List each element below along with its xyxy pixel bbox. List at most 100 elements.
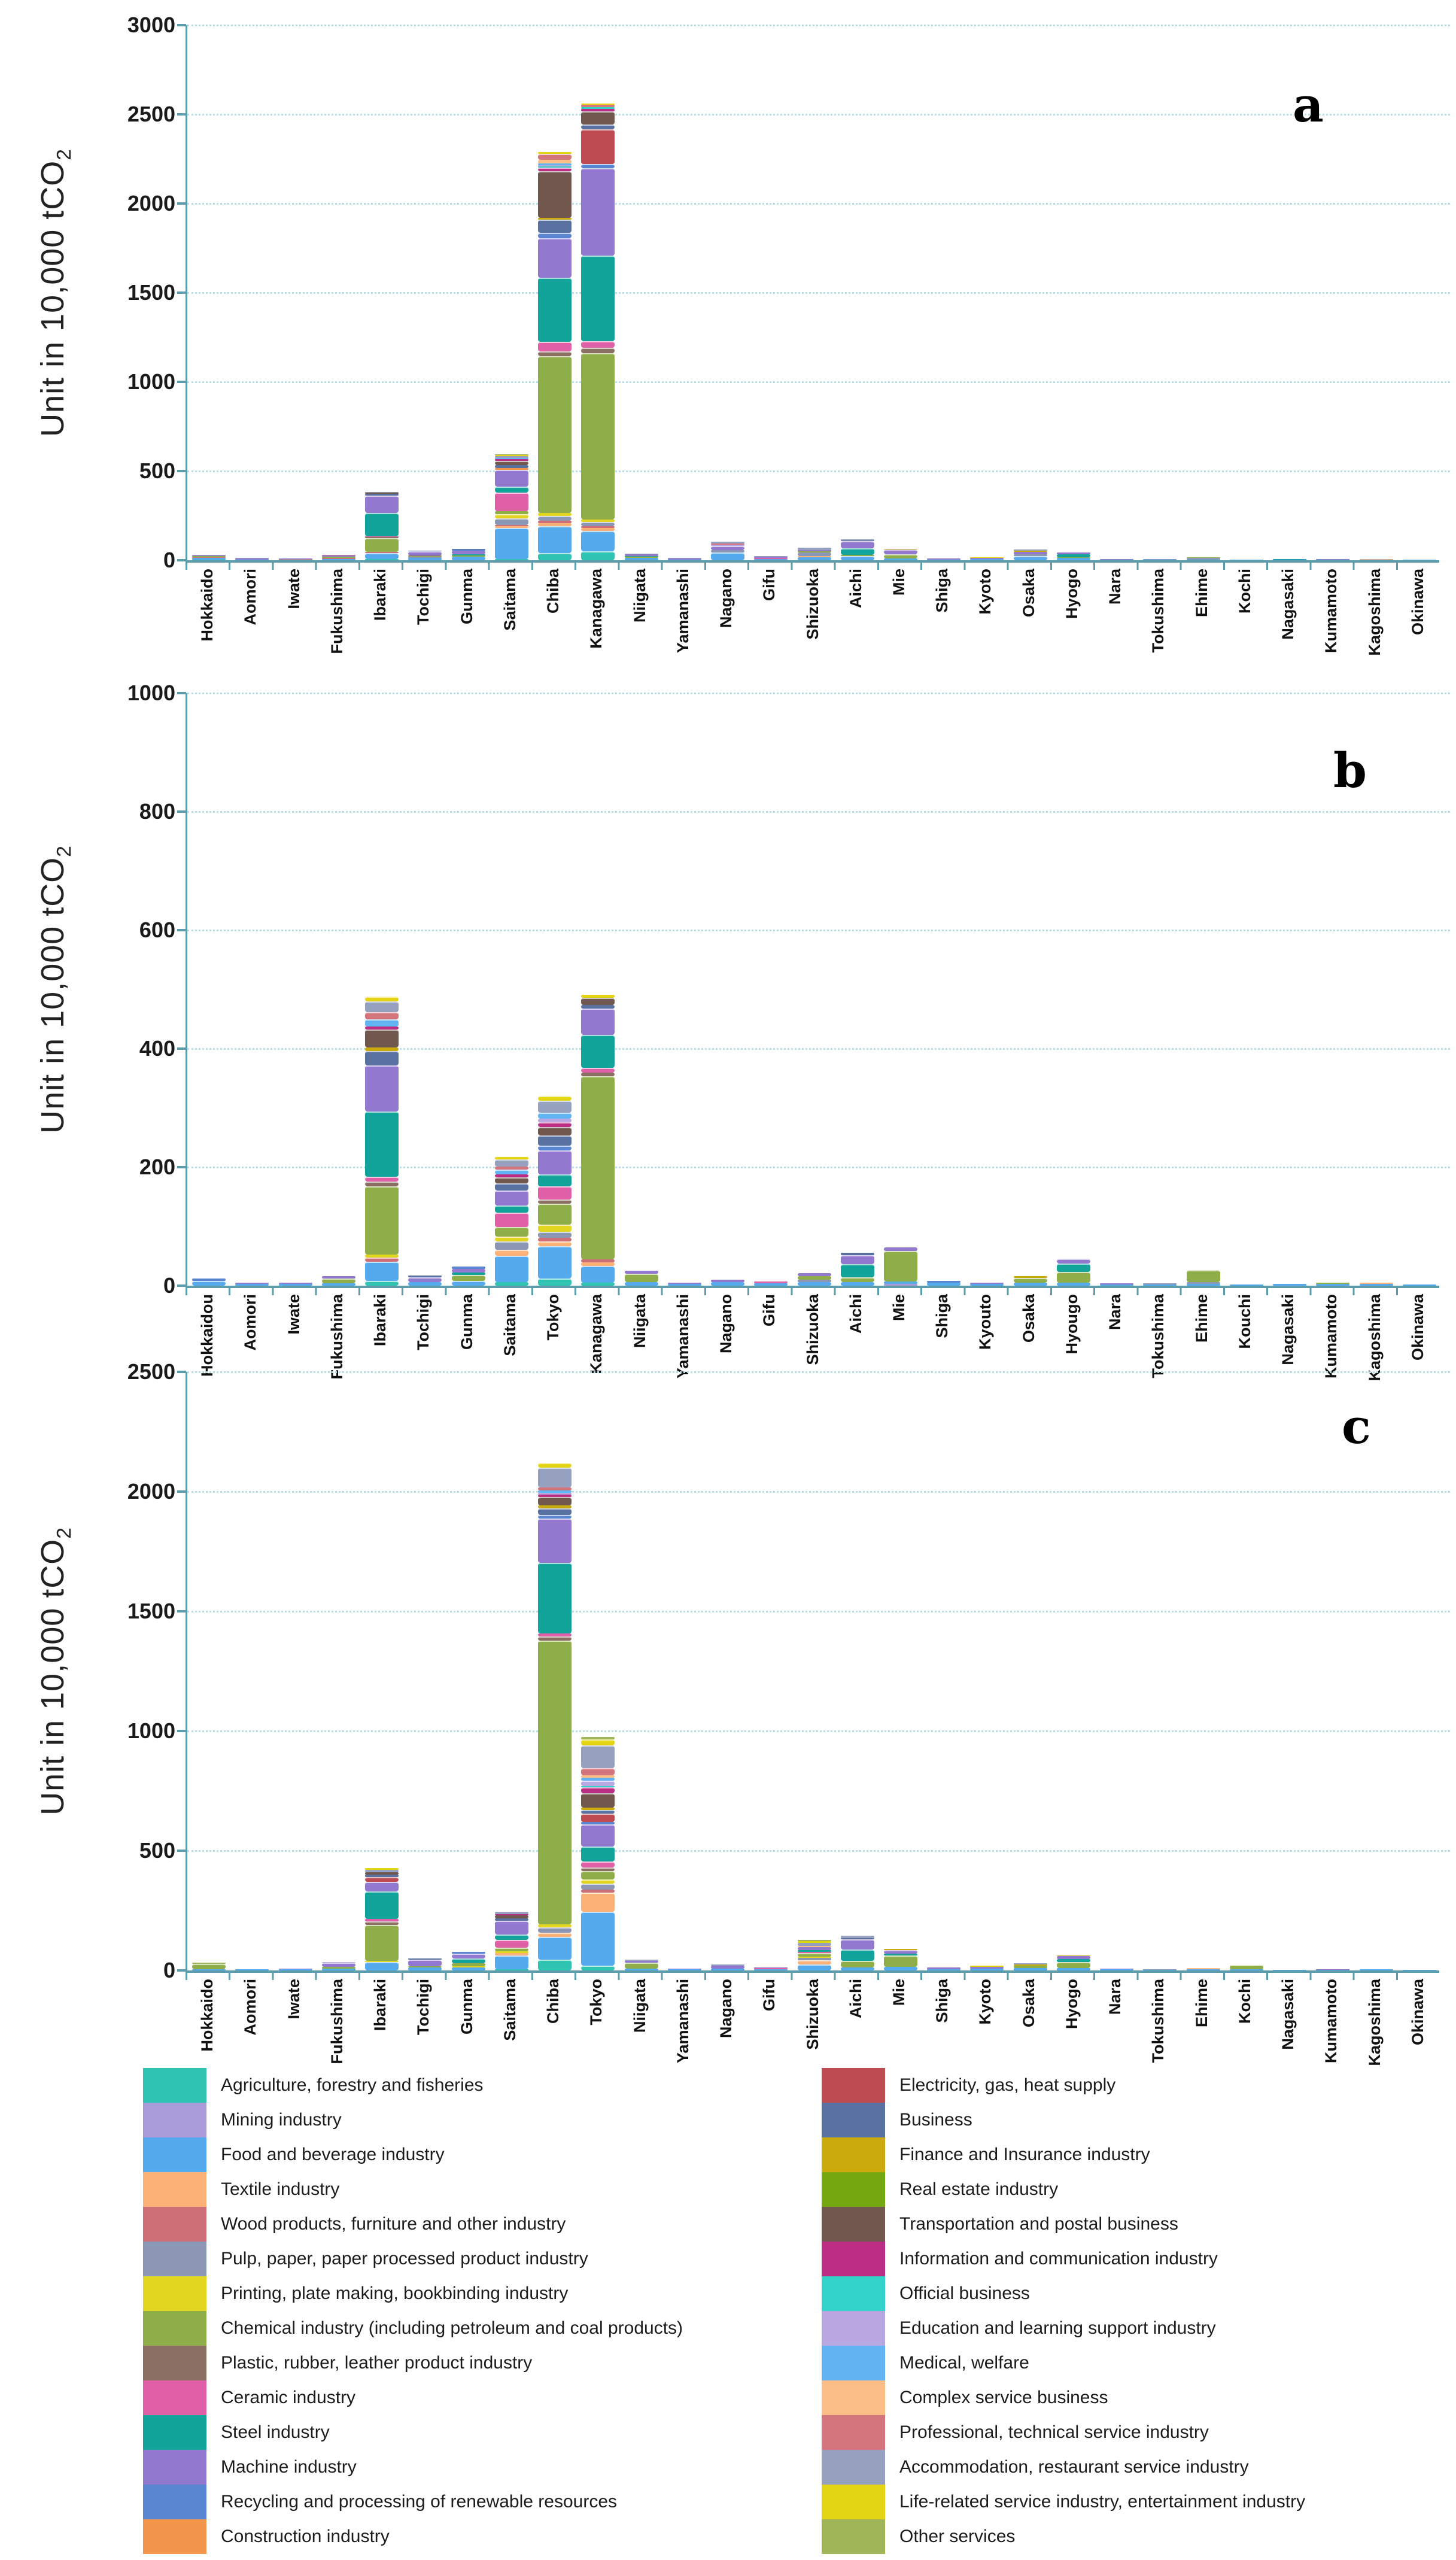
bar-segment <box>408 1282 442 1286</box>
bar-segment <box>408 1959 442 1966</box>
bar-segment <box>581 1890 615 1893</box>
legend-column-left: Agriculture, forestry and fisheries Minin… <box>143 2068 683 2554</box>
legend-swatch <box>822 2172 885 2207</box>
bar-segment <box>451 1267 485 1270</box>
bar-segment <box>538 1515 572 1519</box>
bar-segment <box>797 1280 831 1283</box>
bar-hyougo <box>1056 1259 1090 1286</box>
x-tick-label-kumamoto: Kumamoto <box>1322 1979 1341 2063</box>
bar-segment <box>451 554 485 556</box>
y-tick-mark <box>177 1047 186 1050</box>
bar-yamanashi <box>667 1968 701 1970</box>
legend-swatch <box>822 2311 885 2346</box>
bar-segment <box>667 1284 701 1286</box>
legend-label: Recycling and processing of renewable re… <box>221 2492 618 2512</box>
bar-segment <box>581 995 615 998</box>
bar-kouchi <box>1229 1284 1263 1286</box>
bar-segment <box>1056 1283 1090 1286</box>
legend-item: Steel industry <box>143 2415 683 2450</box>
bar-segment <box>797 1276 831 1280</box>
legend-swatch <box>822 2137 885 2172</box>
bar-segment <box>1359 558 1393 560</box>
legend-item: Mining industry <box>143 2103 683 2137</box>
legend-item: Printing, plate making, bookbinding indu… <box>143 2276 683 2311</box>
bar-segment <box>581 168 615 256</box>
bar-chiba <box>538 1462 572 1970</box>
bar-segment <box>1100 1283 1134 1285</box>
legend-swatch <box>822 2068 885 2103</box>
bar-ibaraki <box>365 1868 399 1970</box>
bar-segment <box>840 540 874 541</box>
gridline-y1500 <box>187 1611 1450 1612</box>
bar-segment <box>581 1283 615 1286</box>
bar-segment <box>408 1276 442 1278</box>
bar-nagasaki <box>1273 559 1307 560</box>
bar-segment <box>1359 1284 1393 1286</box>
bar-saitama <box>494 1157 528 1286</box>
bar-segment <box>581 1814 615 1823</box>
bar-segment <box>278 559 312 560</box>
bar-segment <box>494 1912 528 1914</box>
bar-segment <box>581 1912 615 1966</box>
bar-segment <box>235 1969 269 1970</box>
legend-label: Transportation and postal business <box>899 2214 1178 2234</box>
bar-segment <box>451 550 485 554</box>
bar-ehime <box>1186 1968 1220 1970</box>
bar-segment <box>365 1065 399 1112</box>
bar-segment <box>970 557 1004 558</box>
bar-segment <box>494 458 528 460</box>
bar-segment <box>1229 1284 1263 1286</box>
bar-segment <box>1013 1276 1047 1279</box>
bar-segment <box>538 1118 572 1122</box>
bar-segment <box>581 111 615 125</box>
bar-segment <box>494 1952 528 1955</box>
bar-segment <box>581 1067 615 1073</box>
bar-segment <box>321 1276 355 1279</box>
bar-segment <box>711 545 745 551</box>
bar-gifu <box>754 1967 788 1970</box>
plot-area-c: 0 500 1000 1500 2000 2500 <box>127 1359 1450 1982</box>
legend-label: Chemical industry (including petroleum a… <box>221 2318 683 2338</box>
bar-aichi <box>840 539 874 560</box>
bar-segment <box>581 1035 615 1068</box>
bar-segment <box>538 165 572 167</box>
legend-swatch <box>143 2519 206 2554</box>
legend-item: Business <box>822 2103 1305 2137</box>
bar-segment <box>797 1941 831 1943</box>
y-tick-label: 2000 <box>127 1479 175 1504</box>
bar-shiga <box>927 1967 961 1970</box>
bar-segment <box>408 557 442 560</box>
y-tick-mark <box>177 291 186 294</box>
bar-segment <box>1186 557 1220 558</box>
bar-segment <box>797 1964 831 1970</box>
bar-segment <box>581 1262 615 1267</box>
bar-segment <box>494 525 528 526</box>
bar-segment <box>538 167 572 172</box>
bar-segment <box>494 1174 528 1177</box>
bar-kagoshima <box>1359 1969 1393 1970</box>
x-axis-ticks-a <box>186 563 1439 570</box>
bar-segment <box>494 1157 528 1160</box>
bar-segment <box>538 1096 572 1101</box>
bar-segment <box>581 1775 615 1778</box>
bar-segment <box>797 1960 831 1965</box>
bar-segment <box>365 559 399 560</box>
y-tick-mark <box>177 559 186 561</box>
y-tick-mark <box>177 929 186 931</box>
x-axis-ticks-c <box>186 1973 1439 1980</box>
bar-segment <box>1143 1284 1177 1286</box>
bar-segment <box>883 549 917 555</box>
bar-segment <box>494 1939 528 1948</box>
bar-segment <box>538 160 572 163</box>
bar-segment <box>581 1780 615 1786</box>
bar-segment <box>711 552 745 560</box>
legend-swatch <box>822 2242 885 2276</box>
bar-segment <box>365 494 399 496</box>
bar-tokushima <box>1143 1969 1177 1970</box>
y-tick-label: 200 <box>139 1155 175 1179</box>
gridline-y200 <box>187 1167 1450 1168</box>
bar-segment <box>365 1891 399 1920</box>
bar-segment <box>538 1937 572 1960</box>
y-tick-mark <box>177 1284 186 1287</box>
legend-item: Information and communication industry <box>822 2242 1305 2276</box>
